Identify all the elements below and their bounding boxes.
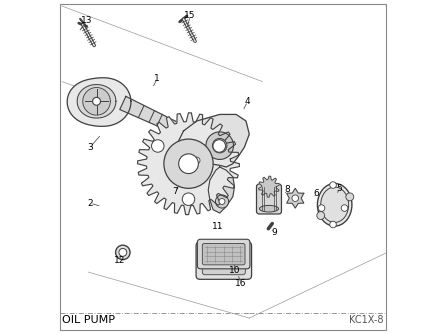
Text: KC1X-8: KC1X-8 [349,315,384,325]
Circle shape [194,157,200,164]
Circle shape [164,139,213,188]
Text: 12: 12 [114,256,125,265]
Text: 11: 11 [212,222,224,230]
Ellipse shape [318,183,352,226]
Text: 10: 10 [229,266,240,275]
Text: 16: 16 [235,279,247,288]
Circle shape [93,98,100,105]
FancyBboxPatch shape [256,184,281,214]
FancyBboxPatch shape [202,243,245,265]
Polygon shape [77,85,116,118]
FancyBboxPatch shape [196,242,252,279]
Circle shape [206,132,234,159]
Polygon shape [120,97,178,133]
Text: cmsnl
www.cmsnl.com: cmsnl www.cmsnl.com [142,152,193,163]
Text: 2: 2 [87,199,93,208]
Circle shape [190,153,204,168]
FancyBboxPatch shape [198,239,250,269]
Text: 5: 5 [337,184,343,193]
Text: 8: 8 [284,185,290,194]
Text: 4: 4 [245,97,251,106]
Circle shape [318,205,325,211]
Polygon shape [83,88,110,115]
Ellipse shape [321,187,349,222]
Circle shape [346,193,354,201]
Circle shape [179,154,198,174]
Polygon shape [287,188,304,208]
Ellipse shape [182,193,195,205]
Ellipse shape [213,140,226,152]
Polygon shape [67,78,131,126]
Circle shape [292,195,298,201]
Text: 6: 6 [314,189,319,198]
Ellipse shape [260,205,278,212]
Circle shape [219,198,225,204]
FancyBboxPatch shape [202,247,245,275]
Text: 7: 7 [173,187,178,196]
Circle shape [330,221,336,228]
Polygon shape [179,115,249,167]
Circle shape [317,212,325,219]
Text: 9: 9 [271,228,277,237]
Text: OIL PUMP: OIL PUMP [62,315,115,325]
Circle shape [116,245,130,260]
Circle shape [212,138,227,153]
Text: 3: 3 [87,143,93,152]
Circle shape [341,205,348,211]
Circle shape [330,182,336,188]
Circle shape [119,248,127,256]
Polygon shape [259,176,279,197]
Text: 1: 1 [154,74,160,83]
Polygon shape [208,167,235,213]
Circle shape [215,195,229,208]
Text: 13: 13 [81,16,92,25]
Text: 15: 15 [184,11,196,20]
Polygon shape [138,113,240,215]
Ellipse shape [152,140,164,152]
